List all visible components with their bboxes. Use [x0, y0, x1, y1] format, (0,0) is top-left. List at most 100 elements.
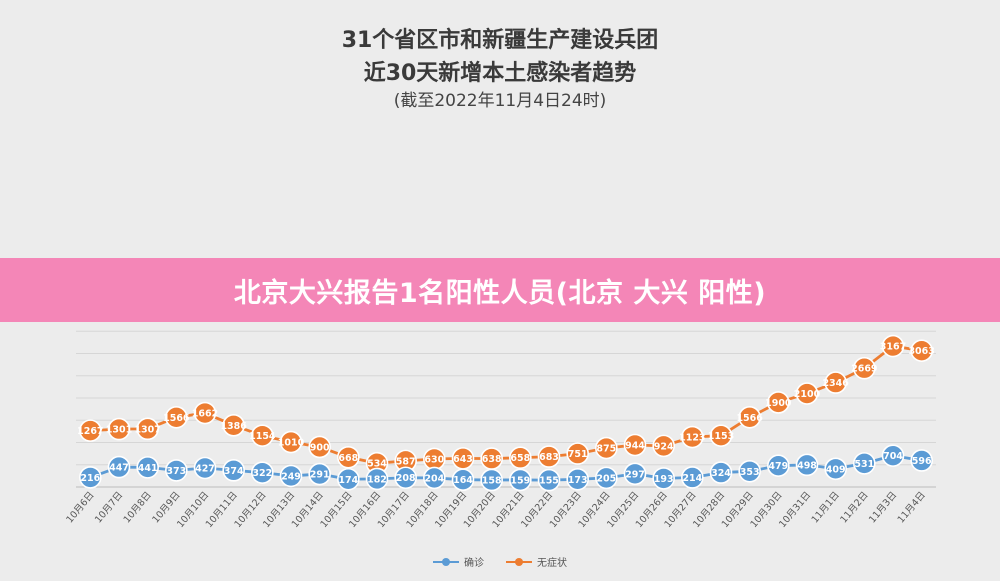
chart-legend: 确诊 无症状: [0, 554, 1000, 569]
data-label: 683: [539, 452, 559, 463]
data-point: [337, 467, 360, 491]
data-point: [480, 468, 503, 492]
data-point: [423, 466, 446, 490]
x-tick-label: 11月4日: [896, 490, 928, 526]
data-point: [881, 444, 905, 467]
data-label: 924: [654, 441, 674, 452]
data-point: [767, 391, 790, 414]
data-label: 158: [482, 475, 502, 486]
data-label: 193: [654, 474, 674, 485]
data-label: 596: [912, 456, 932, 467]
data-point: [767, 454, 790, 477]
data-point: [451, 468, 475, 492]
data-point: [738, 459, 761, 483]
data-label: 658: [510, 453, 530, 464]
data-point: [681, 425, 704, 449]
data-point: [509, 468, 532, 492]
headline-banner[interactable]: 北京大兴报告1名阳性人员(北京 大兴 阳性): [0, 258, 1000, 322]
data-label: 3167: [880, 342, 906, 353]
data-point: [79, 466, 102, 489]
data-label: 441: [138, 463, 158, 474]
data-point: [107, 417, 131, 441]
legend-label: 确诊: [464, 558, 484, 569]
data-point: [795, 453, 819, 477]
headline-text: 北京大兴报告1名阳性人员(北京 大兴 阳性): [233, 277, 767, 309]
data-label: 322: [252, 468, 272, 479]
legend-swatch: [433, 557, 459, 566]
data-point: [308, 435, 331, 459]
data-label: 479: [768, 461, 788, 472]
data-label: 900: [310, 442, 330, 453]
data-label: 498: [797, 460, 817, 471]
data-point: [623, 433, 647, 457]
data-label: 1154: [249, 431, 276, 442]
x-axis-labels: 10月6日10月7日10月8日10月9日10月10日10月11日10月12日10…: [64, 490, 928, 530]
data-label: 182: [367, 474, 387, 485]
data-point: [251, 461, 274, 484]
data-point: [193, 401, 217, 425]
legend-item: 确诊: [433, 554, 484, 569]
chart-title-line2: 近30天新增本土感染者趋势: [363, 61, 637, 86]
data-point: [165, 459, 188, 482]
x-tick-label: 11月3日: [867, 490, 899, 526]
data-label: 164: [453, 475, 473, 486]
x-tick-label: 11月1日: [810, 490, 842, 526]
data-point: [681, 466, 704, 489]
data-label: 205: [596, 473, 616, 484]
data-label: 1900: [765, 398, 792, 409]
data-label: 630: [424, 454, 444, 465]
data-point: [910, 449, 933, 472]
data-point: [107, 455, 131, 479]
data-label: 291: [310, 470, 330, 481]
data-point: [136, 456, 159, 479]
data-point: [365, 467, 389, 491]
data-point: [881, 334, 905, 358]
data-label: 155: [539, 476, 559, 487]
data-label: 1307: [134, 424, 160, 435]
data-point: [222, 414, 245, 437]
data-point: [566, 442, 589, 465]
data-label: 204: [424, 473, 444, 484]
series-line: [90, 344, 922, 465]
data-label: 2669: [851, 364, 877, 375]
data-point: [853, 356, 876, 380]
data-point: [595, 436, 618, 460]
data-label: 2100: [794, 389, 821, 400]
data-label: 587: [396, 456, 416, 467]
data-label: 3063: [908, 346, 934, 357]
x-tick-label: 11月2日: [838, 490, 870, 526]
series-0: 216 447 441 373 427 374 322 249 291 174 182 208 204 1…: [79, 444, 933, 492]
data-point: [308, 462, 331, 486]
data-label: 216: [80, 473, 100, 484]
data-point: [709, 424, 733, 447]
data-label: 704: [883, 451, 903, 462]
data-label: 208: [396, 473, 416, 484]
data-label: 1267: [77, 426, 103, 437]
data-label: 1123: [679, 433, 705, 444]
data-label: 1301: [106, 425, 132, 436]
chart-title-line1: 31个省区市和新疆生产建设兵团: [341, 28, 659, 53]
data-label: 427: [195, 463, 215, 474]
data-label: 638: [482, 454, 502, 465]
data-point: [509, 446, 532, 470]
x-tick-label: 10月7日: [93, 490, 125, 526]
data-label: 297: [625, 469, 645, 480]
data-label: 173: [568, 475, 588, 486]
data-point: [910, 339, 933, 362]
data-label: 159: [510, 475, 530, 486]
legend-item: 无症状: [506, 554, 567, 569]
data-label: 249: [281, 471, 301, 482]
data-point: [595, 466, 618, 490]
data-label: 1566: [163, 413, 190, 424]
data-point: [824, 457, 847, 481]
data-label: 1566: [736, 413, 763, 424]
data-label: 374: [224, 466, 244, 477]
data-point: [795, 382, 819, 405]
data-label: 531: [854, 459, 874, 470]
data-point: [193, 456, 217, 480]
data-point: [394, 466, 417, 490]
data-label: 643: [453, 454, 473, 465]
chart-subtitle: (截至2022年11月4日24时): [393, 91, 607, 111]
